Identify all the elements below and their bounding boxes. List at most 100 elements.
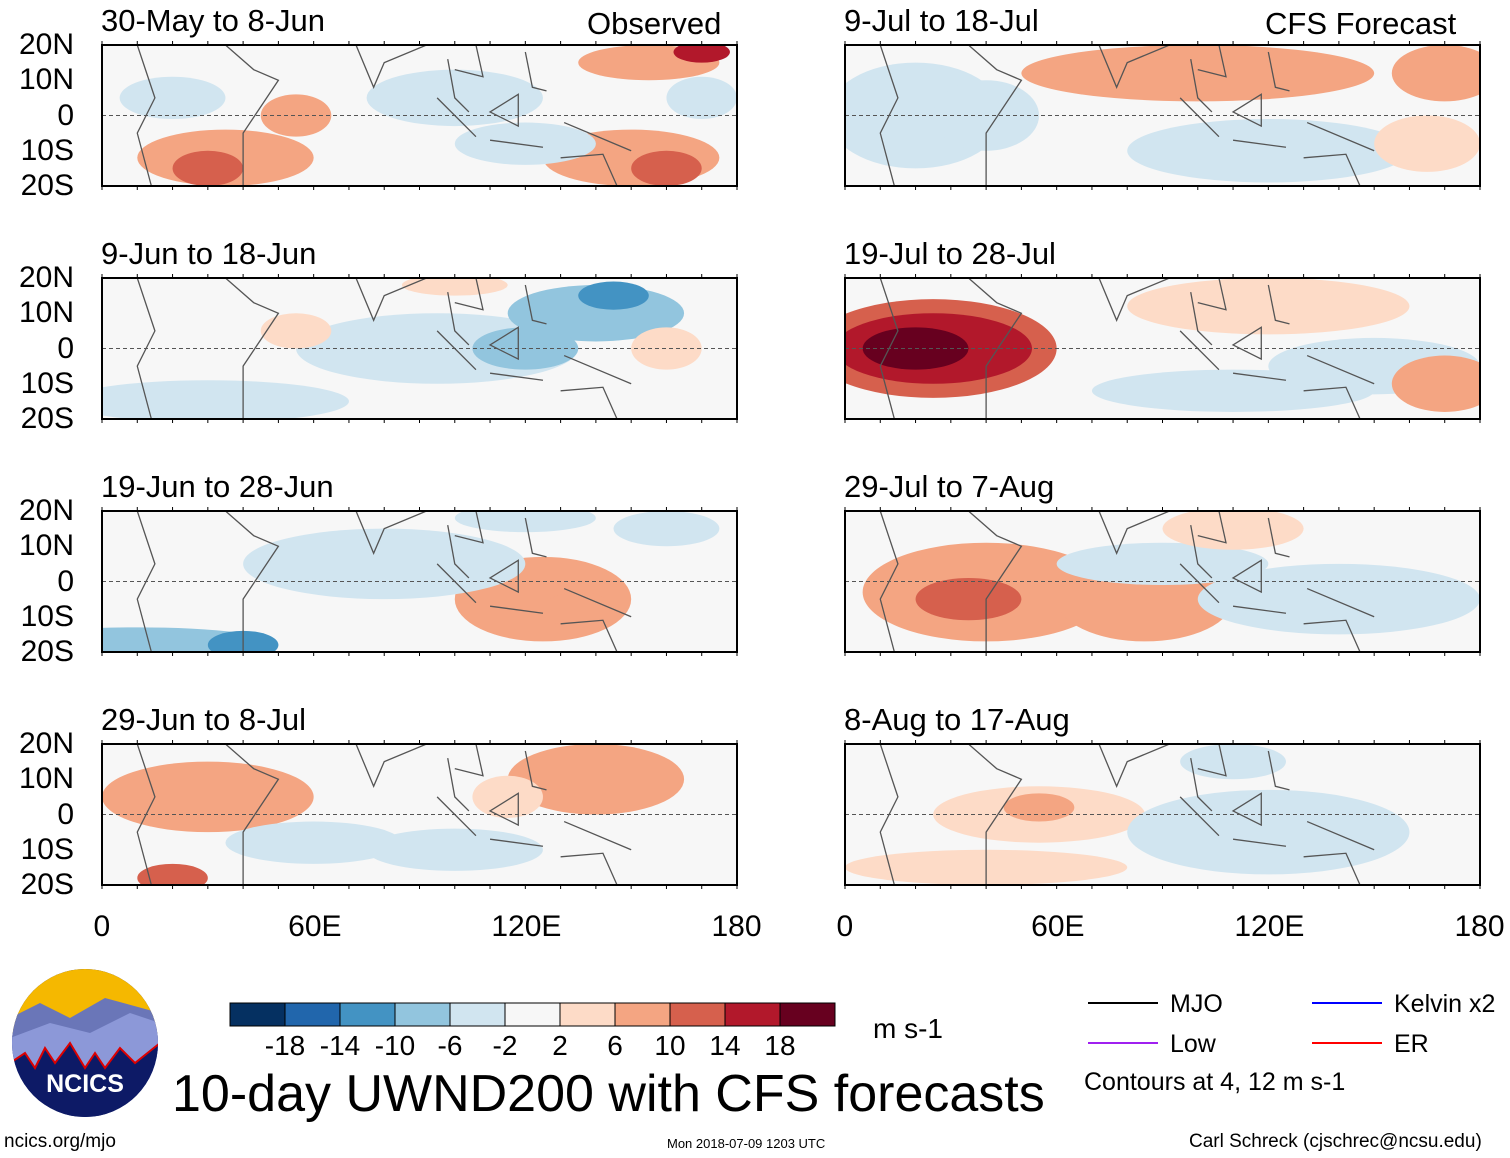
map-panel [101, 274, 738, 423]
forecast-label: CFS Forecast [1265, 6, 1457, 41]
anomaly-region [631, 327, 702, 370]
legend-label: ER [1394, 1030, 1429, 1058]
panel-date-range: 19-Jul to 28-Jul [844, 236, 1056, 271]
anomaly-region [260, 313, 332, 349]
anomaly-region [454, 122, 596, 165]
anomaly-region [1374, 115, 1480, 172]
colorbar-label: 2 [552, 1030, 568, 1061]
x-tick-label: 0 [836, 910, 854, 943]
anomaly-region [1162, 511, 1304, 550]
timestamp: Mon 2018-07-09 1203 UTC [667, 1136, 826, 1151]
anomaly-region [1391, 355, 1480, 412]
colorbar-label: 10 [654, 1030, 685, 1061]
colorbar-swatch [724, 1002, 781, 1027]
y-tick-label: 20S [20, 868, 74, 901]
panel-date-range: 8-Aug to 17-Aug [844, 702, 1070, 737]
anomaly-region [119, 76, 226, 120]
colorbar-swatch [449, 1002, 506, 1027]
x-tick-label: 180 [711, 910, 762, 943]
y-tick-label: 0 [57, 797, 74, 831]
x-tick-label: 180 [1454, 910, 1505, 943]
y-tick-label: 0 [57, 98, 74, 132]
y-tick-label: 10S [20, 133, 74, 167]
map-panels [101, 41, 1481, 889]
site-url[interactable]: ncics.org/mjo [4, 1131, 116, 1152]
colorbar-swatch [669, 1002, 726, 1027]
x-tick-label: 60E [288, 910, 342, 943]
map-panel [101, 507, 738, 656]
map-panel [844, 507, 1481, 656]
panel-date-range: 19-Jun to 28-Jun [101, 469, 334, 504]
colorbar-units: m s-1 [873, 1013, 943, 1044]
legend-line [1312, 1002, 1382, 1004]
anomaly-field [845, 744, 1410, 885]
anomaly-region [1127, 278, 1410, 335]
colorbar-label: -6 [438, 1030, 463, 1061]
anomaly-region [631, 150, 702, 186]
y-tick-label: 20S [20, 635, 74, 668]
y-tick-label: 10S [20, 832, 74, 866]
credit: Carl Schreck (cjschrec@ncsu.edu) [1189, 1131, 1482, 1152]
panel-date-range: 9-Jun to 18-Jun [101, 236, 317, 271]
logo-text: NCICS [46, 1070, 124, 1098]
y-tick-label: 20S [20, 402, 74, 435]
panel-date-range: 29-Jun to 8-Jul [101, 702, 307, 737]
y-tick-label: 20N [18, 261, 74, 294]
x-tick-label: 60E [1031, 910, 1085, 943]
anomaly-region [1003, 793, 1075, 822]
anomaly-region [1021, 45, 1375, 102]
anomaly-region [1127, 789, 1410, 875]
anomaly-region [613, 511, 720, 547]
y-tick-label: 10S [20, 599, 74, 633]
colorbar-label: 14 [709, 1030, 740, 1061]
y-tick-label: 0 [57, 331, 74, 365]
x-tick-label: 0 [93, 910, 111, 943]
colorbar-label: -10 [375, 1030, 415, 1061]
panel-date-range: 29-Jul to 7-Aug [844, 469, 1055, 504]
map-panel [101, 740, 738, 889]
map-panel [844, 740, 1481, 889]
anomaly-region [172, 150, 244, 186]
ncics-logo: NCICS [12, 969, 158, 1117]
anomaly-field [845, 278, 1480, 419]
legend-line [1088, 1042, 1158, 1044]
contour-note: Contours at 4, 12 m s-1 [1084, 1068, 1346, 1096]
y-tick-label: 10N [18, 63, 74, 97]
anomaly-region [137, 863, 208, 885]
legend-line [1312, 1042, 1382, 1044]
anomaly-region [260, 94, 332, 137]
y-tick-label: 10N [18, 529, 74, 563]
legend-label: Kelvin x2 [1394, 990, 1496, 1018]
anomaly-region [102, 380, 349, 419]
colorbar-label: -14 [320, 1030, 360, 1061]
anomaly-field [845, 45, 1480, 186]
colorbar-swatch [504, 1002, 561, 1027]
anomaly-region [1056, 542, 1269, 586]
colorbar-swatch [559, 1002, 616, 1027]
map-panel [844, 41, 1481, 190]
y-tick-label: 20S [20, 169, 74, 202]
anomaly-region [243, 528, 526, 600]
legend-line [1088, 1002, 1158, 1004]
panel-date-range: 30-May to 8-Jun [101, 3, 325, 38]
y-tick-label: 10S [20, 366, 74, 400]
anomaly-region [1127, 119, 1410, 183]
colorbar: -18 -14 -10 -6 -2 2 6 10 14 18 [229, 1002, 836, 1061]
anomaly-region [1391, 45, 1480, 102]
map-panel [101, 41, 738, 190]
y-tick-label: 10N [18, 296, 74, 330]
figure-title: 10-day UWND200 with CFS forecasts [172, 1065, 1045, 1123]
anomaly-region [915, 577, 1022, 621]
anomaly-region [472, 775, 543, 819]
anomaly-field [862, 511, 1480, 652]
anomaly-region [542, 592, 614, 628]
colorbar-label: 18 [764, 1030, 795, 1061]
map-panel [844, 274, 1481, 423]
anomaly-region [578, 281, 649, 310]
colorbar-swatch [394, 1002, 451, 1027]
colorbar-swatch [229, 1002, 286, 1027]
colorbar-swatch [339, 1002, 396, 1027]
colorbar-swatch [284, 1002, 341, 1027]
y-tick-label: 20N [18, 28, 74, 61]
y-tick-label: 0 [57, 564, 74, 598]
